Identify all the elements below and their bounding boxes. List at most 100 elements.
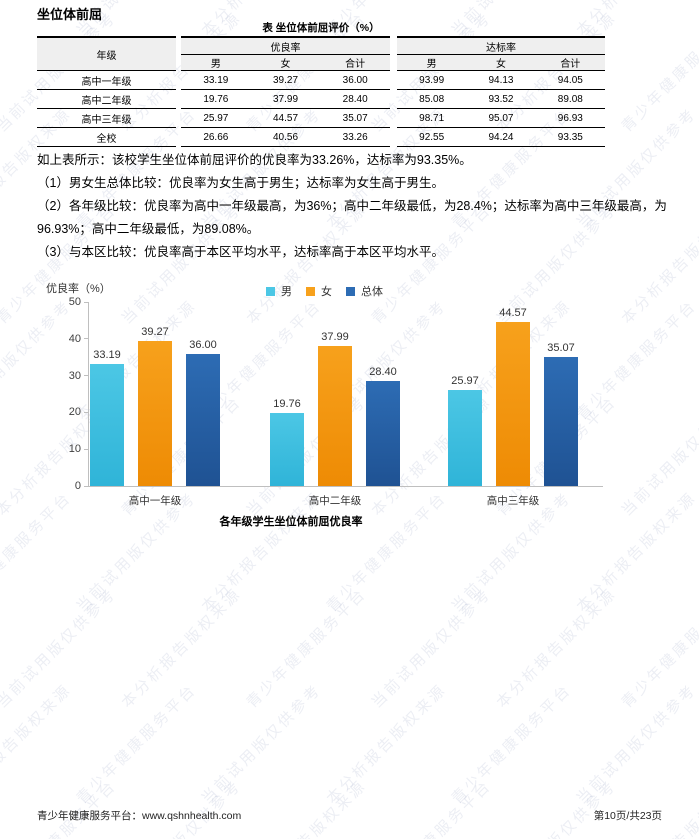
table-grade-column: 年级 高中一年级 高中二年级 高中三年级 全校 xyxy=(37,36,176,147)
bar-女 xyxy=(496,322,530,486)
table-cell-value: 94.13 xyxy=(488,74,514,86)
legend-swatch-icon xyxy=(266,286,275,296)
table-row-values: 33.19 39.27 36.00 xyxy=(181,71,390,90)
analysis-paragraph: （3）与本区比较：优良率高于本区平均水平，达标率高于本区平均水平。 xyxy=(37,245,444,259)
bar-value-label: 44.57 xyxy=(499,307,527,319)
section-title: 优良率 xyxy=(181,38,390,55)
column-header: 女 xyxy=(495,59,506,70)
bar-value-label: 28.40 xyxy=(369,366,397,378)
bar-总体 xyxy=(366,381,400,486)
table-row-values: 25.97 44.57 35.07 xyxy=(181,109,390,128)
footer-page-number: 第10页/共23页 xyxy=(593,810,662,822)
chart-plot-area: 0 10 20 30 40 50 33.19 39.27 36.00 高中一年级 19.76 37.9… xyxy=(69,296,603,507)
page-title: 坐位体前屈 xyxy=(37,7,103,22)
table-row-values: 26.66 40.56 33.26 xyxy=(181,128,390,147)
y-axis-tick-mark xyxy=(84,338,89,340)
table-cell-value: 96.93 xyxy=(557,112,583,124)
table-cell-value: 33.19 xyxy=(203,74,229,86)
bar-女 xyxy=(318,346,352,486)
bar-男 xyxy=(448,390,482,486)
section-subheaders: 男 女 合计 xyxy=(397,55,605,71)
y-axis-tick-mark xyxy=(84,301,89,303)
table-cell-value: 36.00 xyxy=(342,74,368,86)
table-cell-value: 28.40 xyxy=(342,93,368,105)
table-cell-value: 33.26 xyxy=(342,131,368,143)
y-axis-tick-label: 20 xyxy=(68,406,81,419)
table-row-grade: 高中二年级 xyxy=(37,90,176,109)
table-row-values: 92.55 94.24 93.35 xyxy=(397,128,605,147)
legend-swatch-icon xyxy=(306,286,315,296)
table-cell-value: 25.97 xyxy=(203,112,229,124)
table-row-grade: 高中三年级 xyxy=(37,109,176,128)
table-cell-value: 98.71 xyxy=(419,112,445,124)
table-cell-value: 44.57 xyxy=(272,112,299,124)
bar-value-label: 37.99 xyxy=(321,331,349,343)
bar-value-label: 19.76 xyxy=(273,398,301,410)
column-header: 女 xyxy=(280,59,291,70)
table-cell-value: 93.99 xyxy=(419,74,445,86)
page-footer: 青少年健康服务平台：www.qshnhealth.com 第10页/共23页 xyxy=(37,808,662,823)
legend-item: 总体 xyxy=(346,283,383,299)
footer-platform-url: 青少年健康服务平台：www.qshnhealth.com xyxy=(37,810,242,822)
x-axis-category-label: 高中一年级 xyxy=(128,495,182,507)
table-cell-value: 94.05 xyxy=(557,74,583,86)
analysis-paragraph: （2）各年级比较：优良率为高中一年级最高，为36%；高中二年级最低，为28.4%… xyxy=(37,199,667,236)
chart-title: 各年级学生坐位体前屈优良率 xyxy=(219,516,363,528)
evaluation-table: 年级 高中一年级 高中二年级 高中三年级 全校 优良率男 女 合计 33.19 39.27 36.… xyxy=(37,36,605,147)
section-subheaders: 男 女 合计 xyxy=(181,55,390,71)
bar-value-label: 33.19 xyxy=(93,349,121,361)
legend-item: 男 xyxy=(266,283,292,299)
table-cell-value: 95.07 xyxy=(488,112,514,124)
bar-男 xyxy=(90,364,124,486)
x-axis-category-label: 高中二年级 xyxy=(308,495,362,507)
table-cell-value: 89.08 xyxy=(557,93,583,105)
table-cell-value: 40.56 xyxy=(272,131,299,143)
column-header: 男 xyxy=(210,59,221,70)
bar-总体 xyxy=(186,354,220,486)
y-axis-tick-mark xyxy=(84,375,89,377)
section-title: 达标率 xyxy=(397,38,605,55)
bar-男 xyxy=(270,413,304,486)
table-row-values: 93.99 94.13 94.05 xyxy=(397,71,605,90)
table-row-grade: 高中一年级 xyxy=(37,71,176,90)
bar-value-label: 36.00 xyxy=(189,339,217,351)
table-caption: 表 坐位体前屈评价（%） xyxy=(262,22,380,34)
column-header: 男 xyxy=(426,59,437,70)
table-cell-value: 93.35 xyxy=(557,131,583,143)
table-cell-value: 92.55 xyxy=(419,131,445,143)
table-cell-value: 85.08 xyxy=(419,93,445,105)
table-cell-value: 39.27 xyxy=(272,74,299,86)
bar-总体 xyxy=(544,357,578,486)
y-axis-tick-label: 0 xyxy=(74,480,81,492)
legend-item: 女 xyxy=(306,283,332,299)
excellence-rate-chart: 优良率（%） 男 女 总体 0 10 20 30 40 50 33.19 39.27 36.00 高中… xyxy=(0,278,699,540)
y-axis-tick-mark xyxy=(84,411,89,413)
table-cell-value: 93.52 xyxy=(488,93,514,105)
bar-女 xyxy=(138,341,172,486)
table-cell-value: 35.07 xyxy=(342,112,368,124)
x-axis-category-label: 高中三年级 xyxy=(486,495,540,507)
table-cell-value: 94.24 xyxy=(488,131,514,143)
table-row-values: 85.08 93.52 89.08 xyxy=(397,90,605,109)
table-row-values: 19.76 37.99 28.40 xyxy=(181,90,390,109)
y-axis-tick-label: 40 xyxy=(68,332,81,345)
legend-swatch-icon xyxy=(346,286,355,296)
y-axis-tick-label: 30 xyxy=(68,369,81,382)
analysis-text: 如上表所示：该校学生坐位体前屈评价的优良率为33.26%，达标率为93.35%。… xyxy=(37,149,667,264)
table-cell-value: 37.99 xyxy=(272,93,299,105)
y-axis-tick-label: 50 xyxy=(68,296,81,308)
table-cell-value: 26.66 xyxy=(203,131,229,143)
column-header: 合计 xyxy=(345,59,366,70)
analysis-paragraph: （1）男女生总体比较：优良率为女生高于男生；达标率为女生高于男生。 xyxy=(37,176,444,190)
legend-label: 总体 xyxy=(361,286,383,298)
table-section-pass: 达标率男 女 合计 93.99 94.13 94.05 85.08 93.52 89.08 98.… xyxy=(397,36,605,147)
y-axis-tick-mark xyxy=(84,485,89,487)
table-row-values: 98.71 95.07 96.93 xyxy=(397,109,605,128)
bar-value-label: 35.07 xyxy=(547,342,575,354)
table-section-excellence: 优良率男 女 合计 33.19 39.27 36.00 19.76 37.99 28.40 25.… xyxy=(181,36,390,147)
y-axis-title: 优良率（%） xyxy=(46,283,111,295)
legend-label: 男 xyxy=(281,286,292,298)
bar-value-label: 25.97 xyxy=(451,375,479,387)
analysis-paragraph: 如上表所示：该校学生坐位体前屈评价的优良率为33.26%，达标率为93.35%。 xyxy=(37,153,472,167)
